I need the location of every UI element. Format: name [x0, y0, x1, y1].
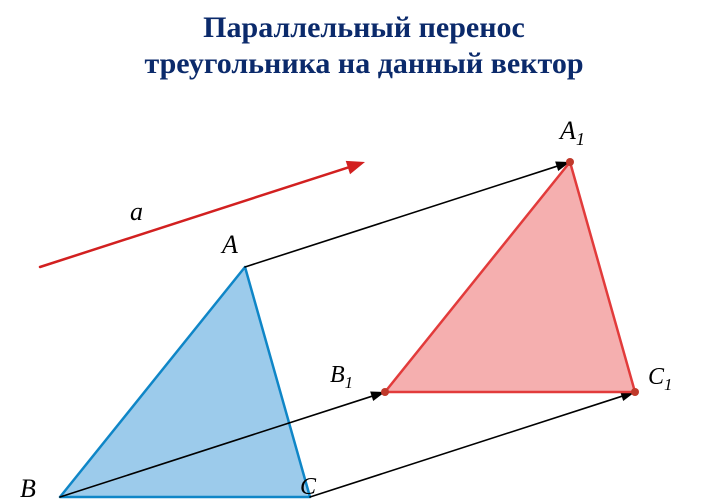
triangle-original — [60, 267, 310, 497]
label-C: C — [300, 474, 316, 501]
page-title: Параллельный перенос треугольника на дан… — [0, 0, 728, 102]
vector-a-line — [40, 168, 348, 267]
label-A: A — [222, 230, 238, 260]
label-C1: C1 — [648, 364, 672, 395]
label-B: B — [20, 474, 36, 504]
vertex-dot-C1 — [631, 388, 639, 396]
diagram-stage: a A B C A1 B1 C1 — [0, 102, 728, 504]
vertex-dot-A1 — [566, 158, 574, 166]
vertex-dot-B1 — [381, 388, 389, 396]
label-B1: B1 — [330, 362, 353, 393]
diagram-svg — [0, 102, 728, 504]
vector-a-head — [346, 161, 365, 174]
label-A1: A1 — [560, 116, 585, 150]
translation-arrow-C-C1-line — [310, 396, 622, 497]
label-a: a — [130, 197, 143, 227]
triangle-image — [385, 162, 635, 392]
